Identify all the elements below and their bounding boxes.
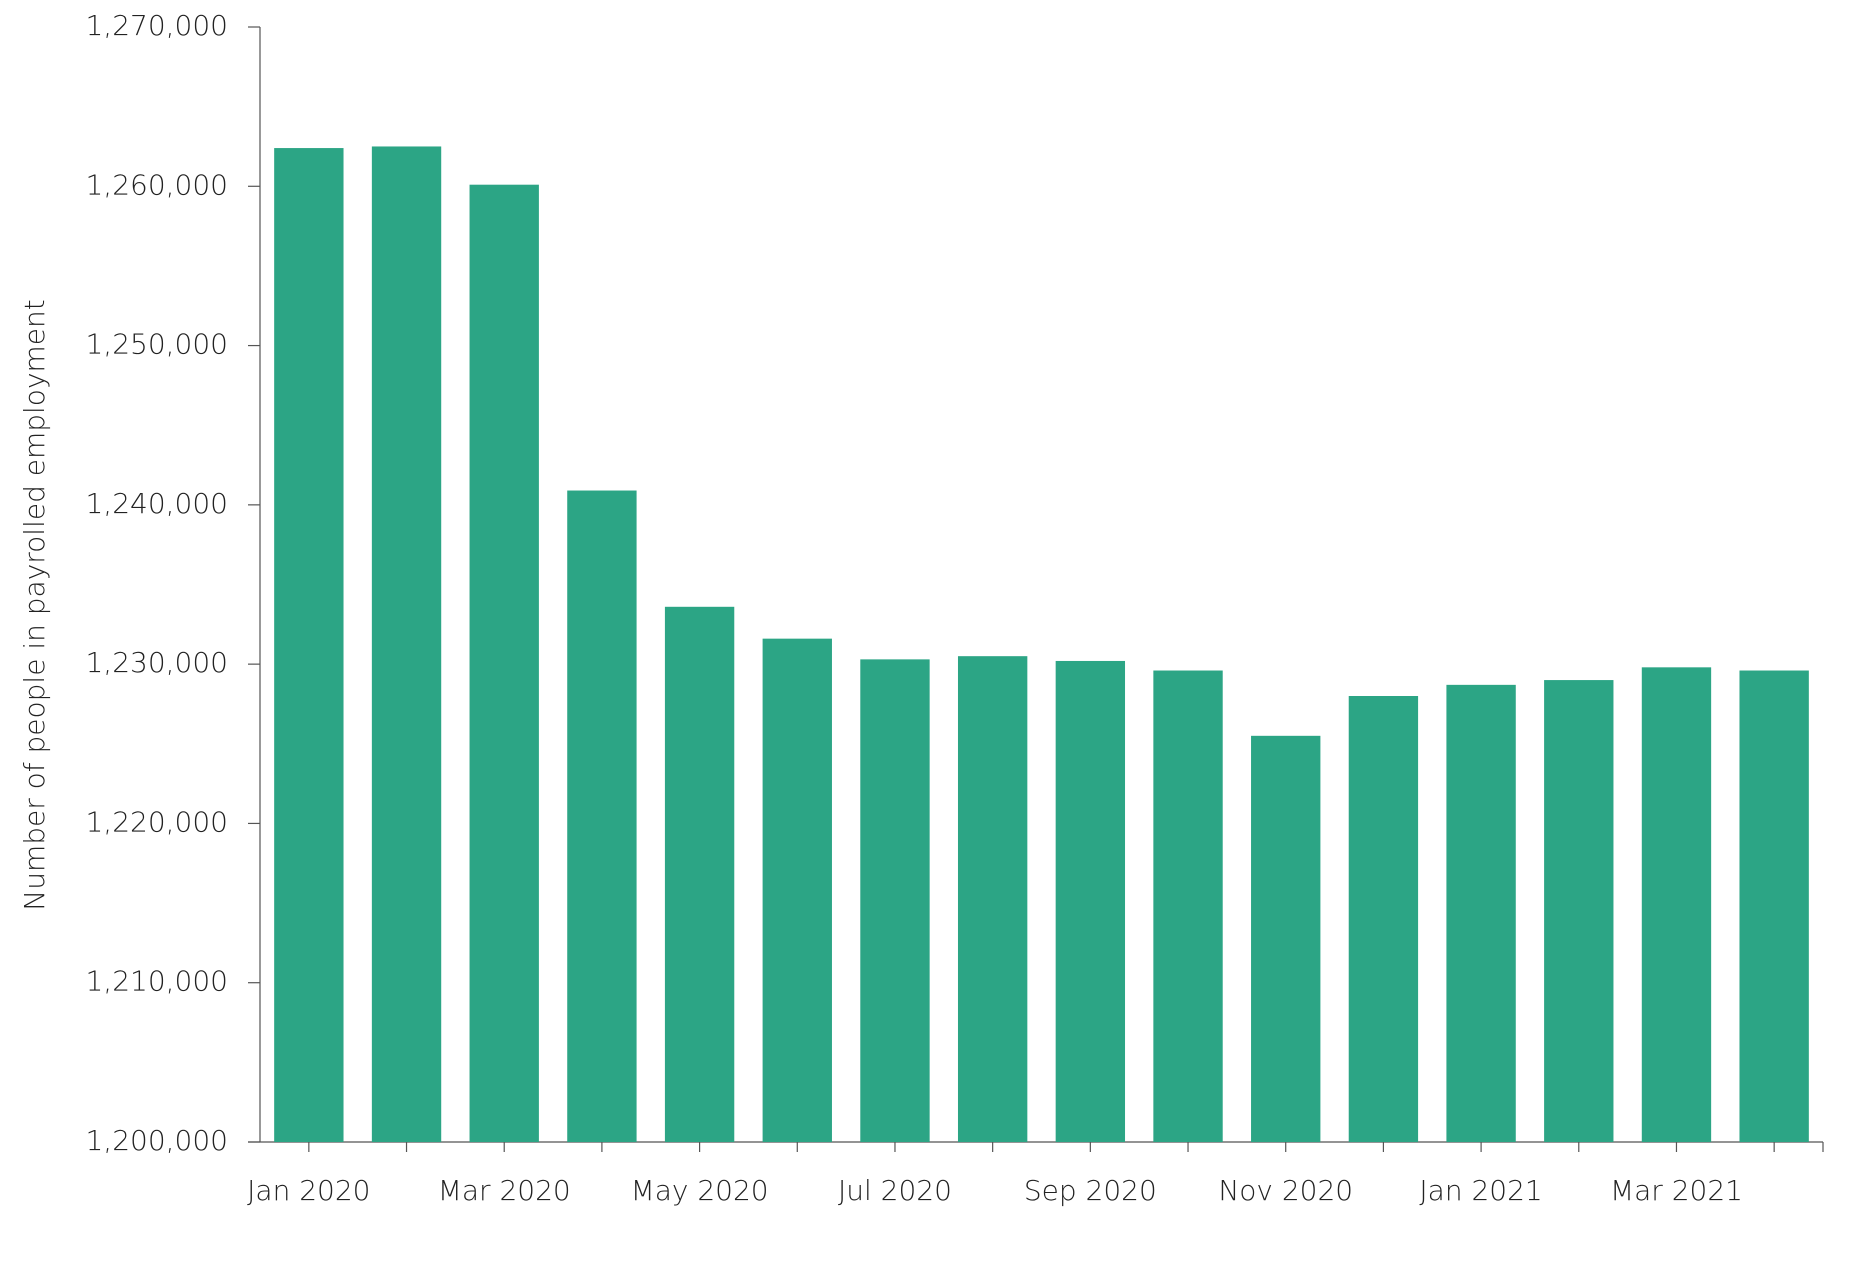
x-tick-label: May 2020 (631, 1174, 769, 1207)
bar (1641, 667, 1712, 1142)
bar (664, 606, 735, 1142)
y-tick-label: 1,260,000 (85, 168, 228, 201)
bar (1739, 670, 1809, 1142)
bar (567, 490, 637, 1142)
x-tick-label: Sep 2020 (1024, 1174, 1157, 1207)
y-tick-label: 1,250,000 (85, 328, 228, 361)
bar (860, 659, 930, 1142)
y-tick-label: 1,230,000 (85, 646, 228, 679)
bar (957, 656, 1028, 1142)
x-tick-label: Jul 2020 (838, 1174, 952, 1207)
bar (1446, 684, 1516, 1142)
bar (274, 148, 344, 1143)
y-tick-label: 1,270,000 (85, 9, 228, 42)
bar (1348, 696, 1419, 1142)
y-tick-label: 1,210,000 (85, 965, 228, 998)
y-axis-label: Number of people in payrolled employment (18, 299, 51, 910)
y-tick-label: 1,220,000 (85, 805, 228, 838)
y-tick-label: 1,240,000 (85, 487, 228, 520)
x-tick-label: Mar 2020 (438, 1174, 571, 1207)
y-tick-label: 1,200,000 (85, 1124, 228, 1157)
bar (762, 638, 832, 1142)
bar (469, 184, 539, 1142)
bar (1055, 660, 1126, 1142)
bar (1251, 735, 1321, 1142)
x-tick-label: Nov 2020 (1218, 1174, 1353, 1207)
x-tick-label: Jan 2020 (247, 1174, 370, 1207)
bar (1544, 680, 1614, 1142)
x-tick-label: Jan 2021 (1419, 1174, 1542, 1207)
bar (1153, 670, 1223, 1142)
x-tick-label: Mar 2021 (1610, 1174, 1743, 1207)
bar (371, 146, 442, 1142)
